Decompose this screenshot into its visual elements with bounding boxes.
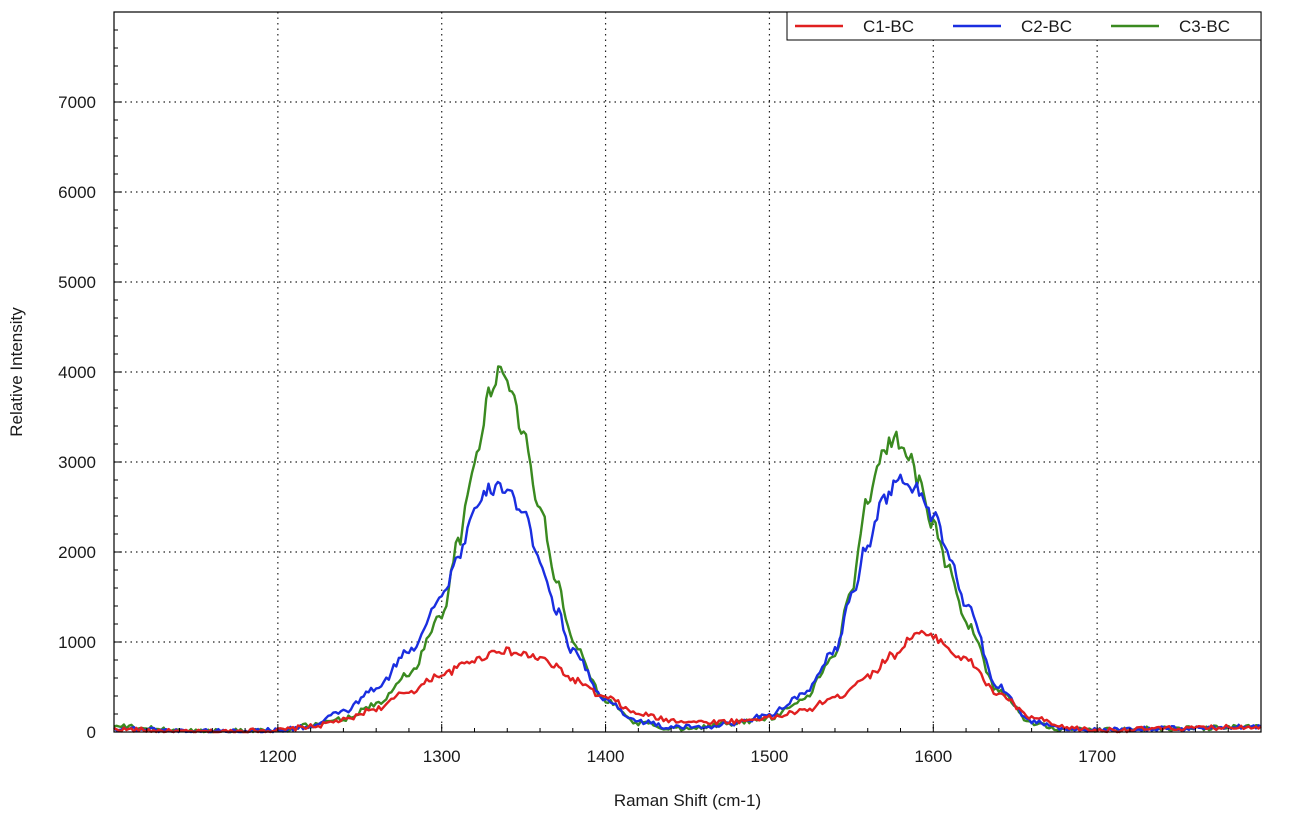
y-tick-label: 2000 bbox=[58, 543, 96, 562]
series-line-c3-bc bbox=[113, 365, 1262, 734]
legend-label: C3-BC bbox=[1179, 17, 1230, 36]
x-tick-label: 1400 bbox=[587, 747, 625, 766]
series-line-c2-bc bbox=[113, 473, 1262, 734]
x-tick-label: 1300 bbox=[423, 747, 461, 766]
y-tick-label: 6000 bbox=[58, 183, 96, 202]
y-tick-label: 7000 bbox=[58, 93, 96, 112]
grid bbox=[114, 12, 1261, 732]
y-tick-label: 0 bbox=[87, 723, 96, 742]
legend: C1-BC C2-BC C3-BC bbox=[786, 11, 1262, 41]
tick-labels: 1200 1300 1400 1500 1600 1700 0 1000 2000 3000 400… bbox=[58, 93, 1116, 766]
ticks bbox=[113, 11, 1262, 733]
series-line-c1-bc bbox=[113, 629, 1262, 734]
x-axis-title: Raman Shift (cm-1) bbox=[614, 791, 761, 810]
x-tick-label: 1500 bbox=[751, 747, 789, 766]
x-tick-label: 1700 bbox=[1078, 747, 1116, 766]
series-layer bbox=[113, 365, 1262, 734]
legend-label: C2-BC bbox=[1021, 17, 1072, 36]
y-axis-title: Relative Intensity bbox=[7, 307, 26, 437]
y-tick-label: 4000 bbox=[58, 363, 96, 382]
y-tick-label: 3000 bbox=[58, 453, 96, 472]
x-tick-label: 1600 bbox=[914, 747, 952, 766]
y-tick-label: 1000 bbox=[58, 633, 96, 652]
legend-box bbox=[786, 11, 1262, 41]
legend-label: C1-BC bbox=[863, 17, 914, 36]
y-tick-label: 5000 bbox=[58, 273, 96, 292]
x-tick-label: 1200 bbox=[259, 747, 297, 766]
